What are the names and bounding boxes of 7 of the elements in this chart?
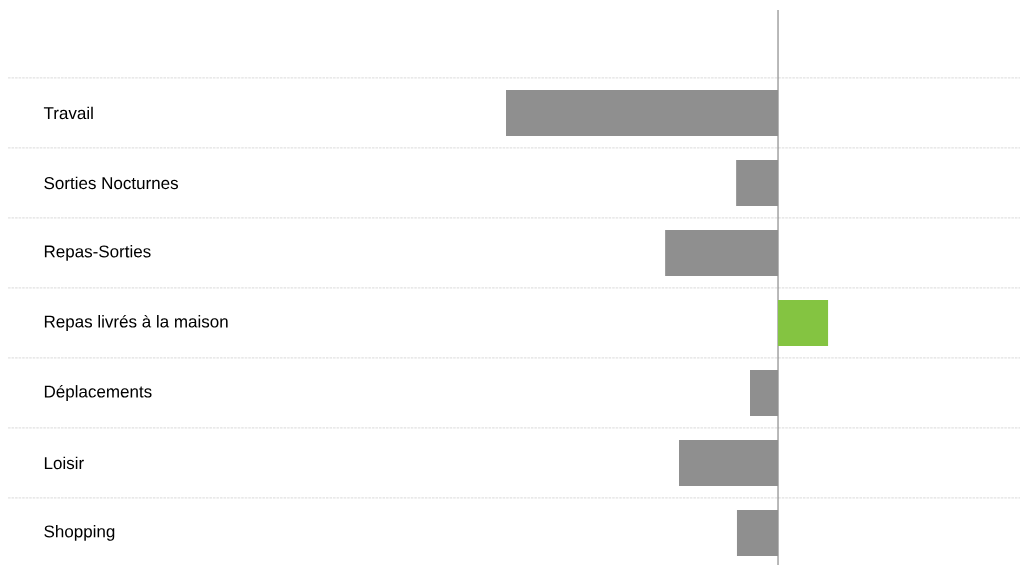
y-tick-label: Shopping bbox=[44, 524, 115, 541]
y-tick-label: Sorties Nocturnes bbox=[44, 176, 178, 190]
y-tick-label: Déplacements bbox=[44, 384, 152, 401]
y-tick-label: Repas livrés à la maison bbox=[44, 314, 228, 331]
y-tick-label: Repas-Sorties bbox=[44, 244, 151, 261]
y-tick-label: Loisir bbox=[44, 456, 84, 470]
y-tick-label: Travail bbox=[43, 106, 93, 120]
